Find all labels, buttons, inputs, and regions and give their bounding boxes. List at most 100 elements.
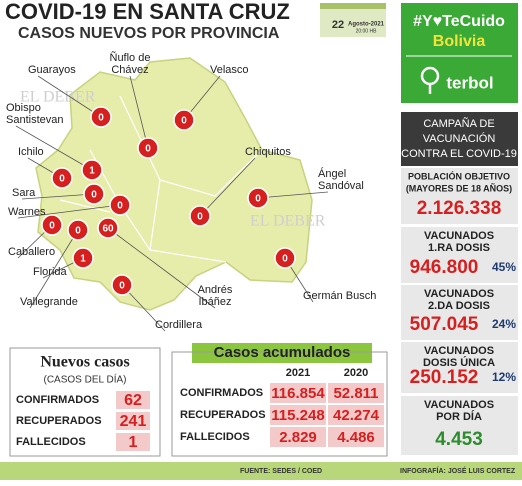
vaccination-heading: CONTRA EL COVID-19	[401, 148, 517, 160]
cumulative-column: 2021	[286, 367, 310, 379]
vaccination-heading: VACUNACIÓN	[423, 132, 496, 145]
new-cases-cell	[116, 412, 150, 430]
case-count: 0	[98, 113, 104, 124]
case-count: 0	[255, 194, 261, 205]
footer-bar	[0, 462, 522, 480]
province-label: Florida	[33, 266, 68, 278]
vaccination-label: VACUNADOS	[424, 288, 494, 300]
vaccination-section	[401, 168, 518, 224]
vaccination-label: POR DÍA	[436, 410, 482, 423]
case-marker	[173, 109, 195, 131]
title: COVID-19 EN SANTA CRUZ	[5, 0, 290, 24]
case-marker	[72, 247, 94, 269]
cumulative-rows: 2021 2020 CONFIRMADOS 116.854 52.811 RECUPERA…	[180, 367, 384, 447]
new-cases-subtitle: (CASOS DEL DÍA)	[44, 373, 127, 386]
leader-line	[15, 125, 93, 171]
date-day: 22	[332, 19, 344, 31]
vaccination-section	[401, 285, 518, 340]
case-marker	[274, 247, 296, 269]
cumulative-box	[171, 351, 388, 457]
province-label: Sara	[12, 187, 36, 199]
cumulative-value: 116.854	[271, 385, 325, 402]
date-time: 20:00 HB	[356, 28, 378, 34]
province-label: Ángel	[318, 167, 346, 180]
new-cases-cell	[116, 433, 150, 451]
cumulative-title-bar	[192, 343, 372, 363]
province-label: Guarayos	[28, 64, 76, 76]
leader-line	[17, 204, 121, 219]
vaccination-heading: CAMPAÑA DE	[423, 117, 494, 130]
cumulative-value: 4.486	[337, 429, 375, 446]
cumulative-value: 42.274	[333, 407, 380, 424]
vaccination-section	[401, 342, 518, 393]
new-cases-rows: CONFIRMADOS 62 RECUPERADOS 241 FALLECIDOS 1	[16, 391, 150, 451]
badge-country: Bolivia	[433, 33, 486, 50]
leader-line	[199, 157, 256, 217]
vaccination-value: 2.126.338	[417, 198, 502, 219]
leader-line	[129, 75, 149, 149]
badge-hashtag: #Y♥TeCuido	[413, 13, 505, 30]
case-marker	[111, 274, 133, 296]
vaccination-value: 4.453	[435, 429, 483, 450]
vaccination-label: VACUNADOS	[424, 230, 494, 242]
province-label: Chiquitos	[245, 146, 291, 158]
vaccination-label: 1.RA DOSIS	[428, 242, 490, 254]
case-count: 0	[145, 144, 151, 155]
province-label: Sandóval	[318, 180, 364, 192]
footer-credit: INFOGRAFÍA: JOSÉ LUIS CORTEZ	[400, 466, 516, 475]
new-cases-value: 241	[120, 413, 147, 430]
province-label: Ichilo	[18, 146, 44, 158]
vaccination-value: 250.152	[410, 367, 479, 388]
province-label: Ibáñez	[198, 296, 231, 308]
vaccination-heading-box	[401, 112, 518, 166]
subtitle: CASOS NUEVOS POR PROVINCIA	[18, 25, 280, 42]
new-cases-label: CONFIRMADOS	[16, 394, 99, 406]
cumulative-label: FALLECIDOS	[180, 431, 250, 443]
province-label: Caballero	[8, 246, 55, 258]
vaccination-label: (MAYORES DE 18 AÑOS)	[406, 183, 512, 193]
case-marker	[137, 137, 159, 159]
new-cases-label: RECUPERADOS	[16, 415, 102, 427]
case-marker	[83, 183, 105, 205]
case-count: 0	[117, 201, 123, 212]
province-label: Obispo	[6, 102, 41, 114]
province-label: Cordillera	[155, 319, 203, 331]
new-cases-cell	[116, 391, 150, 409]
leader-line	[29, 229, 79, 309]
case-marker	[247, 187, 269, 209]
cumulative-cell	[328, 405, 384, 425]
cumulative-column: 2020	[344, 367, 368, 379]
case-marker	[109, 194, 131, 216]
date-box-top	[320, 3, 386, 9]
case-marker	[97, 217, 119, 239]
new-cases-label: FALLECIDOS	[16, 436, 86, 448]
case-marker	[189, 205, 211, 227]
leader-line	[21, 193, 95, 200]
province-label: Ñuflo de	[110, 51, 151, 64]
leader-line	[107, 227, 216, 309]
case-count: 1	[80, 254, 86, 265]
case-count: 0	[75, 226, 81, 237]
vaccination-value: 507.045	[410, 314, 479, 335]
province-label: Velasco	[210, 64, 249, 76]
province-label: Santistevan	[6, 114, 63, 126]
case-marker	[90, 106, 112, 128]
province-label: Andrés	[198, 284, 233, 296]
badge	[401, 3, 518, 103]
sponsor: terbol	[446, 73, 493, 92]
case-marker	[51, 167, 73, 189]
leader-line	[37, 75, 102, 118]
cumulative-cell	[270, 383, 326, 403]
cumulative-label: CONFIRMADOS	[180, 387, 263, 399]
cumulative-value: 2.829	[279, 429, 317, 446]
vaccination-label: DOSIS ÚNICA	[423, 356, 495, 369]
vaccination-section	[401, 396, 518, 455]
case-marker	[41, 214, 63, 236]
province-label: Vallegrande	[20, 296, 78, 308]
province-label: Warnes	[8, 206, 46, 218]
case-count: 0	[49, 221, 55, 232]
vaccination-percent: 12%	[492, 370, 516, 384]
vaccination-value: 946.800	[410, 257, 479, 278]
vaccination-label: VACUNADOS	[424, 345, 494, 357]
